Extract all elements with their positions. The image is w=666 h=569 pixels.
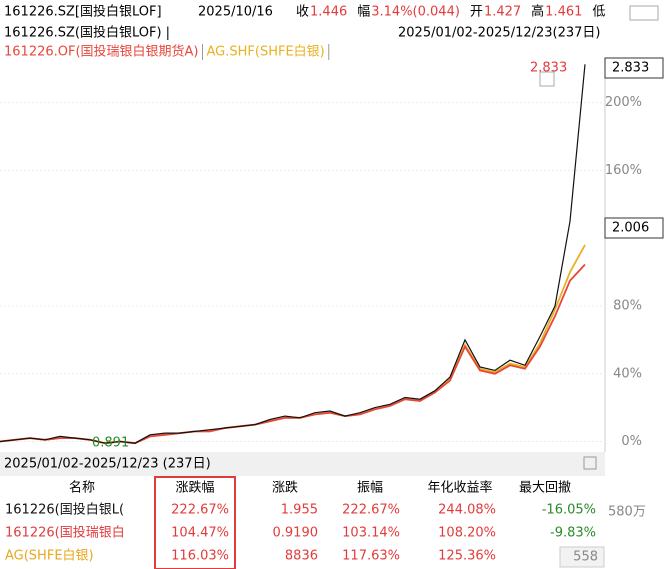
y-tick-label: 0% xyxy=(621,434,642,449)
column-header: 涨跌幅 xyxy=(175,480,214,496)
row-name: AG(SHFE白银) xyxy=(5,548,94,564)
item-label: 高 xyxy=(531,4,544,20)
column-header: 振幅 xyxy=(357,481,383,496)
low-label: 0.891 xyxy=(92,436,129,451)
cell: 108.20% xyxy=(438,526,496,541)
high-label: 2.833 xyxy=(530,61,567,76)
cell: 125.36% xyxy=(438,549,496,564)
cell: -9.83% xyxy=(550,526,596,541)
cell: 222.67% xyxy=(342,503,400,518)
column-header: 涨跌 xyxy=(272,480,298,496)
cell: 117.63% xyxy=(342,549,400,564)
column-header: 名称 xyxy=(69,480,95,496)
item-label: 收 xyxy=(296,5,309,20)
range: 2025/01/02-2025/12/23(237日) xyxy=(398,26,601,41)
item-label: 开 xyxy=(470,5,483,20)
legend-entry: 161226.OF(国投瑞银白银期货A) xyxy=(4,44,199,60)
side-volume: 580万 xyxy=(608,505,646,520)
side-value: 558 xyxy=(573,550,598,565)
cell: 1.955 xyxy=(281,503,318,518)
item-value: 1.427 xyxy=(484,5,521,20)
item-value: 1.446 xyxy=(310,5,347,20)
cell: 244.08% xyxy=(438,503,496,518)
symbol: 161226.SZ[国投白银LOF] xyxy=(4,4,162,20)
y-tick-label: 40% xyxy=(613,366,642,381)
cell: -16.05% xyxy=(542,503,596,518)
y-tick-label: 80% xyxy=(613,298,642,313)
item-label: 幅 xyxy=(357,5,370,20)
cell: 104.47% xyxy=(171,526,229,541)
column-header: 年化收益率 xyxy=(427,480,492,496)
row-name: 161226(国投白银L( xyxy=(5,502,124,518)
item-label: 低 xyxy=(592,5,605,20)
cell: 0.9190 xyxy=(273,526,319,541)
y-tick-label: 160% xyxy=(605,163,642,178)
table-range: 2025/01/02-2025/12/23 (237日) xyxy=(4,457,211,472)
cell: 116.03% xyxy=(171,549,229,564)
cell: 8836 xyxy=(285,549,318,564)
legend-entry: AG.SHF(SHFE白银) xyxy=(207,44,325,60)
item-value: 1.461 xyxy=(545,5,582,20)
cell: 103.14% xyxy=(342,526,400,541)
column-header: 最大回撤 xyxy=(519,480,571,496)
axis-high: 2.833 xyxy=(612,61,649,76)
row-name: 161226(国投瑞银白 xyxy=(5,525,125,541)
item-value: 3.14%(0.044) xyxy=(371,5,460,20)
y-tick-label: 200% xyxy=(605,95,642,110)
date: 2025/10/16 xyxy=(198,5,273,20)
cell: 222.67% xyxy=(171,503,229,518)
main-line: 161226.SZ(国投白银LOF) | xyxy=(4,25,170,41)
axis-cross: 2.006 xyxy=(612,221,649,236)
